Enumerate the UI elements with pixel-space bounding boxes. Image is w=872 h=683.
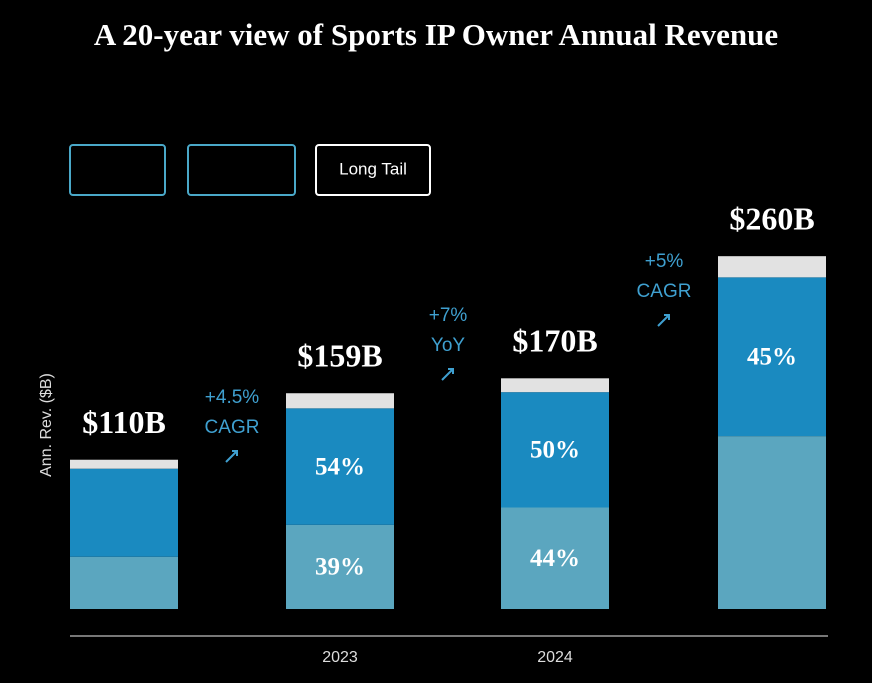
chart-title: A 20-year view of Sports IP Owner Annual… — [94, 17, 778, 52]
annotation: +4.5% — [205, 387, 260, 408]
total-label: $110B — [82, 404, 166, 440]
annotation-arrow — [441, 368, 454, 381]
x-tick-label: 2024 — [537, 649, 573, 666]
segment-label: 44% — [530, 545, 580, 572]
annotation: YoY — [431, 335, 465, 356]
legend-box — [69, 144, 166, 196]
annotation-arrow — [225, 450, 238, 463]
bar-segment — [286, 393, 394, 409]
bar-segment — [70, 468, 178, 557]
bar-segment — [286, 524, 394, 609]
annotation: +7% — [429, 305, 468, 326]
x-tick-label: 2023 — [322, 649, 358, 666]
bar-segment — [286, 408, 394, 525]
legend-box — [187, 144, 296, 196]
annotation: CAGR — [637, 281, 692, 302]
legend-label: Long Tail — [339, 159, 407, 178]
bar-segment — [70, 556, 178, 609]
annotation-arrow — [657, 314, 670, 327]
segment-label: 54% — [315, 453, 365, 480]
segment-label: 45% — [747, 343, 797, 370]
bar-segment — [718, 436, 826, 609]
legend-box — [315, 144, 431, 196]
bar-segment — [501, 392, 609, 508]
bar-segment — [70, 459, 178, 469]
segment-label: 50% — [530, 437, 580, 464]
y-axis-label: Ann. Rev. ($B) — [38, 373, 55, 477]
total-label: $260B — [729, 201, 814, 237]
annotation: CAGR — [205, 417, 260, 438]
bar-segment — [501, 378, 609, 393]
bar-segment — [501, 507, 609, 609]
annotation: +5% — [645, 251, 684, 272]
total-label: $170B — [512, 323, 597, 359]
total-label: $159B — [297, 338, 382, 374]
bar-segment — [718, 256, 826, 278]
segment-label: 39% — [315, 554, 365, 581]
bar-segment — [718, 277, 826, 437]
